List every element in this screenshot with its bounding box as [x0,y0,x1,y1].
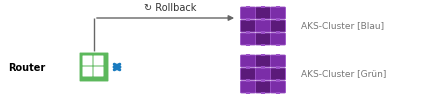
Bar [261,79,265,81]
Bar [246,31,250,33]
Bar [276,79,280,81]
FancyBboxPatch shape [271,81,286,93]
Bar [276,18,280,20]
Bar [246,44,250,46]
Bar [261,31,265,33]
FancyBboxPatch shape [271,7,286,19]
Bar [261,32,265,34]
FancyBboxPatch shape [94,67,103,77]
Bar [276,31,280,33]
FancyBboxPatch shape [241,7,255,19]
FancyBboxPatch shape [271,68,286,80]
Bar [261,18,265,20]
Bar [276,19,280,21]
FancyBboxPatch shape [82,56,92,66]
Bar [261,6,265,8]
FancyBboxPatch shape [271,20,286,32]
Bar [261,19,265,21]
Bar [276,80,280,82]
Bar [246,67,250,69]
Bar [246,32,250,34]
FancyBboxPatch shape [255,7,271,19]
FancyBboxPatch shape [255,20,271,32]
FancyBboxPatch shape [241,55,255,67]
Bar [261,80,265,82]
FancyBboxPatch shape [241,68,255,80]
Bar [246,66,250,68]
Bar [261,54,265,56]
Bar [261,44,265,46]
FancyBboxPatch shape [94,56,103,66]
Bar [246,92,250,94]
FancyBboxPatch shape [241,20,255,32]
Text: AKS-Cluster [Blau]: AKS-Cluster [Blau] [301,21,384,30]
FancyBboxPatch shape [241,33,255,45]
Bar [246,79,250,81]
Bar [261,92,265,94]
Bar [276,67,280,69]
FancyBboxPatch shape [255,68,271,80]
Bar [276,44,280,46]
FancyBboxPatch shape [82,67,92,77]
FancyBboxPatch shape [255,81,271,93]
FancyBboxPatch shape [271,55,286,67]
Bar [246,54,250,56]
Bar [276,32,280,34]
FancyBboxPatch shape [255,55,271,67]
Bar [261,66,265,68]
Bar [276,66,280,68]
Bar [246,18,250,20]
FancyBboxPatch shape [241,81,255,93]
FancyBboxPatch shape [79,52,109,82]
Bar [246,19,250,21]
Bar [246,80,250,82]
Text: AKS-Cluster [Grün]: AKS-Cluster [Grün] [301,69,387,79]
Text: ↻ Rollback: ↻ Rollback [144,3,197,13]
Bar [261,67,265,69]
FancyBboxPatch shape [271,33,286,45]
Text: Router: Router [8,63,45,73]
Bar [246,6,250,8]
FancyBboxPatch shape [255,33,271,45]
Bar [276,6,280,8]
Bar [276,54,280,56]
Bar [276,92,280,94]
